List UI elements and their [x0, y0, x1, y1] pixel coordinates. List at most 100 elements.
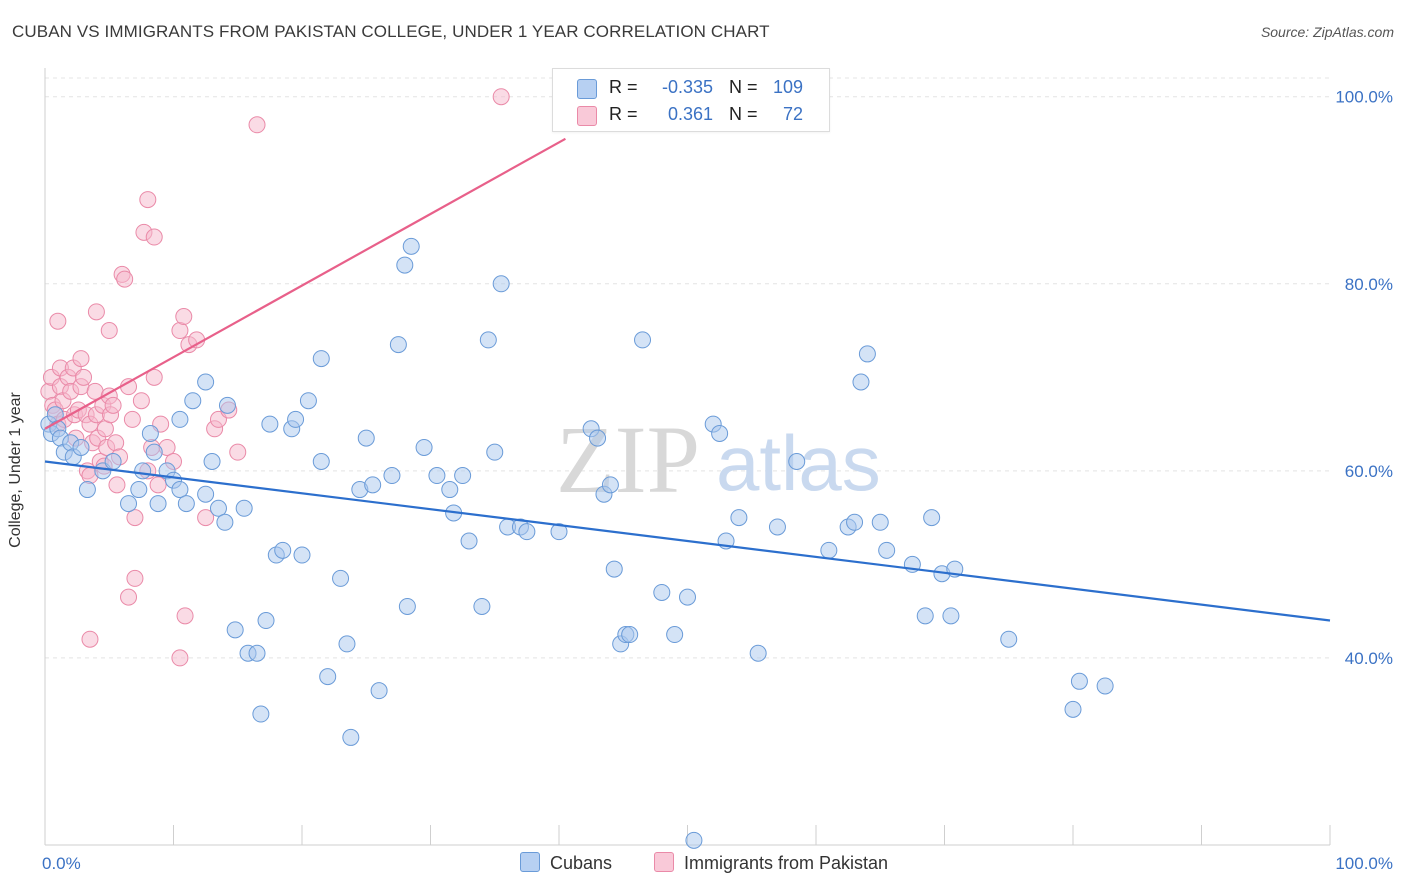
pakistan-point-32 [104, 396, 122, 414]
cuban-point-41 [293, 546, 311, 564]
pakistan-point-62 [171, 649, 189, 667]
cuban-point-102 [942, 607, 960, 625]
cuban-point-34 [252, 705, 270, 723]
pakistan-point-61 [492, 88, 510, 106]
cuban-point-35 [257, 612, 275, 630]
cuban-point-53 [383, 467, 401, 485]
legend-swatch-pakistan [654, 852, 674, 872]
cuban-point-100 [923, 509, 941, 527]
cuban-point-99 [916, 607, 934, 625]
pakistan-point-55 [197, 509, 215, 527]
cuban-point-93 [846, 513, 864, 531]
cuban-point-54 [389, 336, 407, 354]
cuban-point-9 [78, 481, 96, 499]
cuban-point-40 [287, 410, 305, 428]
cuban-point-81 [653, 583, 671, 601]
cuban-point-48 [342, 728, 360, 746]
cuban-point-107 [1096, 677, 1114, 695]
cuban-point-26 [203, 453, 221, 470]
cuban-trend-line [44, 460, 1331, 622]
cuban-point-65 [479, 331, 497, 349]
cuban-point-50 [357, 429, 375, 447]
cuban-point-12 [120, 495, 138, 513]
cuban-point-23 [184, 392, 202, 410]
legend-swatch-pink [577, 106, 597, 126]
pakistan-point-34 [108, 476, 126, 494]
cuban-point-16 [145, 443, 163, 461]
cuban-point-60 [441, 481, 459, 499]
cuban-point-59 [428, 467, 446, 485]
pakistan-point-39 [123, 410, 141, 428]
cuban-point-91 [820, 541, 838, 559]
cuban-point-95 [858, 345, 876, 363]
cuban-point-46 [332, 569, 350, 587]
cuban-point-42 [299, 392, 317, 410]
cuban-point-56 [402, 237, 420, 255]
pakistan-point-60 [248, 116, 266, 134]
pakistan-points [40, 88, 510, 667]
cuban-point-67 [492, 275, 510, 293]
cuban-point-24 [197, 373, 215, 391]
legend-row-cubans: R = -0.335 N = 109 [553, 73, 829, 101]
pakistan-point-47 [149, 476, 167, 494]
cuban-point-52 [370, 682, 388, 700]
legend-r-value: -0.335 [661, 77, 713, 97]
grid-lines [45, 77, 1330, 659]
cuban-point-85 [711, 424, 729, 442]
cuban-point-38 [274, 541, 292, 559]
pakistan-point-70 [49, 312, 67, 330]
cuban-point-13 [130, 481, 148, 499]
cuban-point-75 [601, 476, 619, 494]
cuban-point-21 [177, 495, 195, 513]
correlation-legend: R = -0.335 N = 109 R = 0.361 N = 72 [552, 68, 830, 132]
legend-label-pakistan: Immigrants from Pakistan [684, 853, 889, 873]
pakistan-point-69 [145, 228, 163, 246]
legend-swatch-cubans [520, 852, 540, 872]
legend-r-value: 0.361 [667, 104, 713, 124]
pakistan-point-52 [175, 308, 193, 326]
cuban-point-64 [473, 597, 491, 615]
chart-title: CUBAN VS IMMIGRANTS FROM PAKISTAN COLLEG… [12, 22, 770, 41]
cuban-point-97 [878, 541, 896, 559]
cuban-point-45 [319, 668, 337, 686]
cuban-point-33 [248, 644, 266, 662]
legend-n-value: 72 [782, 104, 803, 124]
cuban-point-83 [679, 588, 696, 606]
cuban-point-58 [415, 438, 433, 456]
x-tick-label-1: 100.0% [1335, 854, 1393, 873]
cuban-point-87 [730, 509, 748, 527]
cuban-point-47 [338, 635, 356, 653]
cuban-point-15 [141, 424, 159, 442]
pakistan-trend-line [44, 137, 566, 430]
x-tick-labels: 0.0% 100.0% [42, 854, 1393, 873]
cuban-point-44 [312, 453, 330, 470]
cuban-point-79 [621, 626, 639, 644]
cuban-point-43 [312, 350, 330, 368]
pakistan-point-15 [72, 350, 90, 368]
cuban-point-17 [149, 495, 167, 513]
legend-item-pakistan: Immigrants from Pakistan [654, 852, 888, 874]
cuban-point-29 [218, 396, 236, 414]
cuban-point-106 [1070, 672, 1088, 690]
y-tick-labels: 40.0% 60.0% 80.0% 100.0% [1335, 88, 1393, 668]
cuban-point-22 [171, 410, 189, 428]
legend-swatch-blue [577, 79, 597, 99]
pakistan-point-33 [107, 434, 125, 452]
pakistan-point-68 [139, 191, 157, 209]
legend-n-label: N = [729, 104, 758, 124]
cuban-point-73 [589, 429, 607, 447]
legend-r-label: R = [609, 77, 638, 97]
cuban-point-88 [749, 644, 767, 662]
y-tick-label-3: 100.0% [1335, 88, 1393, 107]
pakistan-point-42 [132, 392, 150, 410]
y-tick-label-0: 40.0% [1345, 649, 1393, 668]
legend-n-value: 109 [772, 77, 803, 97]
pakistan-point-63 [176, 607, 194, 625]
pakistan-point-59 [229, 443, 247, 461]
trend-lines [44, 137, 1331, 622]
pakistan-point-67 [100, 322, 118, 340]
pakistan-point-65 [81, 630, 99, 648]
cuban-point-62 [454, 467, 472, 485]
legend-label-cubans: Cubans [550, 853, 613, 873]
cuban-point-20 [171, 481, 189, 499]
